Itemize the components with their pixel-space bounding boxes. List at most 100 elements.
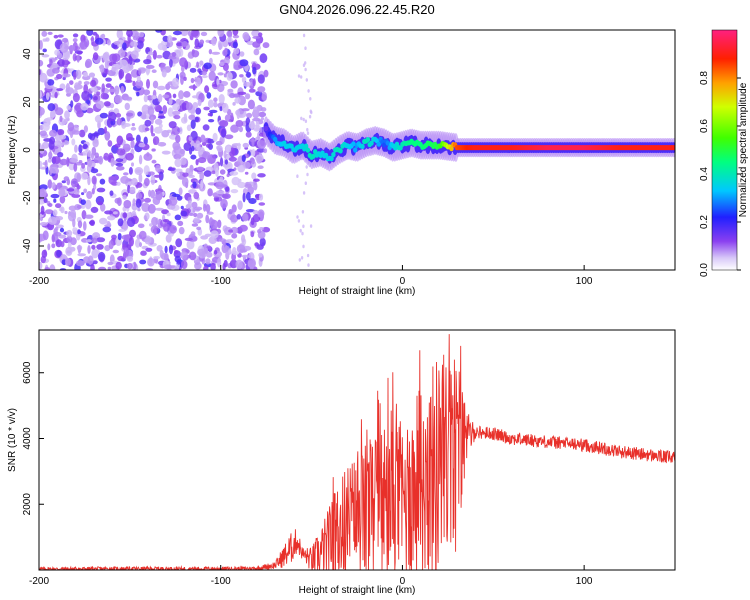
noise-blob bbox=[70, 100, 74, 108]
noise-blob bbox=[236, 109, 241, 120]
noise-blob bbox=[244, 183, 252, 189]
snr-ytick-label: 6000 bbox=[22, 361, 33, 384]
noise-blob bbox=[185, 102, 193, 111]
noise-blob bbox=[157, 142, 167, 147]
noise-blob bbox=[215, 190, 225, 195]
noise-blob bbox=[129, 186, 136, 193]
noise-blob bbox=[196, 226, 202, 231]
noise-blob bbox=[96, 244, 104, 250]
noise-blob bbox=[47, 31, 53, 35]
noise-blob bbox=[219, 169, 226, 175]
noise-blob bbox=[47, 243, 51, 251]
noise-blob bbox=[213, 101, 218, 108]
noise-blob bbox=[261, 226, 271, 233]
noise-blob bbox=[302, 117, 305, 122]
noise-blob bbox=[245, 93, 251, 100]
noise-blob bbox=[55, 216, 64, 221]
noise-blob bbox=[87, 175, 91, 186]
noise-blob bbox=[252, 66, 257, 75]
signal-core bbox=[353, 147, 358, 153]
noise-blob bbox=[242, 32, 250, 40]
noise-blob bbox=[212, 132, 218, 142]
noise-blob bbox=[235, 120, 244, 127]
noise-blob bbox=[180, 30, 189, 37]
noise-blob bbox=[59, 158, 68, 166]
noise-blob bbox=[134, 32, 139, 38]
noise-blob bbox=[39, 160, 43, 169]
noise-blob bbox=[96, 187, 106, 193]
noise-blob bbox=[252, 78, 256, 87]
noise-blob bbox=[107, 261, 114, 266]
noise-blob bbox=[308, 114, 312, 119]
noise-blob bbox=[154, 126, 163, 134]
noise-blob bbox=[40, 205, 45, 215]
noise-blob bbox=[83, 188, 88, 194]
noise-blob bbox=[135, 169, 142, 173]
chart-title: GN04.2026.096.22.45.R20 bbox=[279, 2, 434, 17]
noise-blob bbox=[168, 121, 177, 129]
signal-core bbox=[672, 145, 675, 151]
noise-blob bbox=[51, 243, 56, 249]
spectrogram-xtick-label: 0 bbox=[400, 276, 406, 287]
noise-blob bbox=[122, 194, 127, 200]
noise-blob bbox=[210, 219, 219, 230]
noise-blob bbox=[70, 178, 78, 188]
noise-blob bbox=[194, 206, 203, 211]
noise-blob bbox=[257, 140, 267, 149]
noise-blob bbox=[143, 136, 148, 146]
noise-blob bbox=[52, 209, 58, 217]
noise-blob bbox=[162, 94, 170, 99]
snr-xtick-label: 0 bbox=[400, 576, 406, 587]
noise-blob bbox=[55, 224, 64, 229]
noise-blob bbox=[48, 151, 53, 160]
noise-blob bbox=[54, 91, 58, 99]
noise-blob bbox=[172, 30, 182, 36]
noise-blob bbox=[95, 100, 105, 110]
noise-blob bbox=[116, 135, 124, 146]
noise-blob bbox=[183, 91, 191, 98]
noise-blob bbox=[42, 48, 47, 53]
noise-blob bbox=[39, 106, 45, 116]
noise-blob bbox=[115, 113, 122, 118]
noise-blob bbox=[203, 265, 209, 270]
noise-blob bbox=[231, 233, 238, 239]
noise-blob bbox=[196, 166, 204, 171]
noise-blob bbox=[57, 52, 63, 59]
noise-blob bbox=[155, 30, 163, 33]
noise-blob bbox=[259, 127, 263, 134]
noise-blob bbox=[251, 136, 255, 147]
noise-blob bbox=[215, 140, 223, 146]
noise-blob bbox=[82, 143, 88, 149]
noise-blob bbox=[207, 188, 213, 197]
noise-blob bbox=[201, 141, 207, 146]
noise-blob bbox=[97, 251, 106, 262]
noise-blob bbox=[95, 37, 104, 45]
noise-blob bbox=[213, 97, 218, 102]
noise-blob bbox=[39, 59, 44, 67]
noise-blob bbox=[169, 58, 173, 68]
noise-blob bbox=[226, 173, 230, 178]
noise-blob bbox=[91, 188, 95, 195]
noise-blob bbox=[76, 54, 80, 63]
noise-blob bbox=[152, 80, 159, 89]
noise-blob bbox=[39, 130, 47, 137]
noise-blob bbox=[176, 195, 183, 201]
noise-blob bbox=[143, 215, 147, 221]
noise-blob bbox=[188, 114, 196, 121]
noise-blob bbox=[234, 97, 241, 104]
noise-blob bbox=[96, 237, 106, 243]
noise-blob bbox=[81, 90, 90, 101]
noise-blob bbox=[192, 181, 197, 189]
noise-blob bbox=[203, 170, 212, 177]
noise-blob bbox=[126, 256, 134, 262]
signal-core bbox=[369, 140, 374, 146]
noise-blob bbox=[123, 172, 129, 176]
noise-blob bbox=[65, 246, 73, 256]
spectrogram-ytick-label: -20 bbox=[22, 190, 33, 205]
noise-blob bbox=[59, 195, 66, 204]
noise-blob bbox=[296, 174, 299, 178]
snr-ytick-label: 4000 bbox=[22, 427, 33, 450]
noise-blob bbox=[39, 233, 43, 243]
noise-blob bbox=[232, 34, 240, 39]
noise-blob bbox=[69, 158, 79, 163]
